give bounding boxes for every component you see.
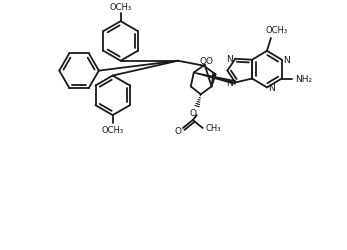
- Text: O: O: [205, 57, 212, 66]
- Text: O: O: [199, 57, 206, 66]
- Text: N: N: [226, 55, 233, 64]
- Polygon shape: [212, 74, 216, 87]
- Text: N: N: [283, 56, 290, 65]
- Text: CH₃: CH₃: [206, 124, 221, 133]
- Text: OCH₃: OCH₃: [102, 126, 124, 135]
- Polygon shape: [194, 73, 236, 85]
- Text: NH₂: NH₂: [295, 75, 312, 84]
- Text: OCH₃: OCH₃: [110, 3, 132, 12]
- Text: N: N: [269, 84, 275, 92]
- Text: N: N: [226, 79, 233, 88]
- Text: O: O: [175, 127, 181, 136]
- Text: O: O: [189, 108, 196, 117]
- Text: OCH₃: OCH₃: [266, 26, 288, 35]
